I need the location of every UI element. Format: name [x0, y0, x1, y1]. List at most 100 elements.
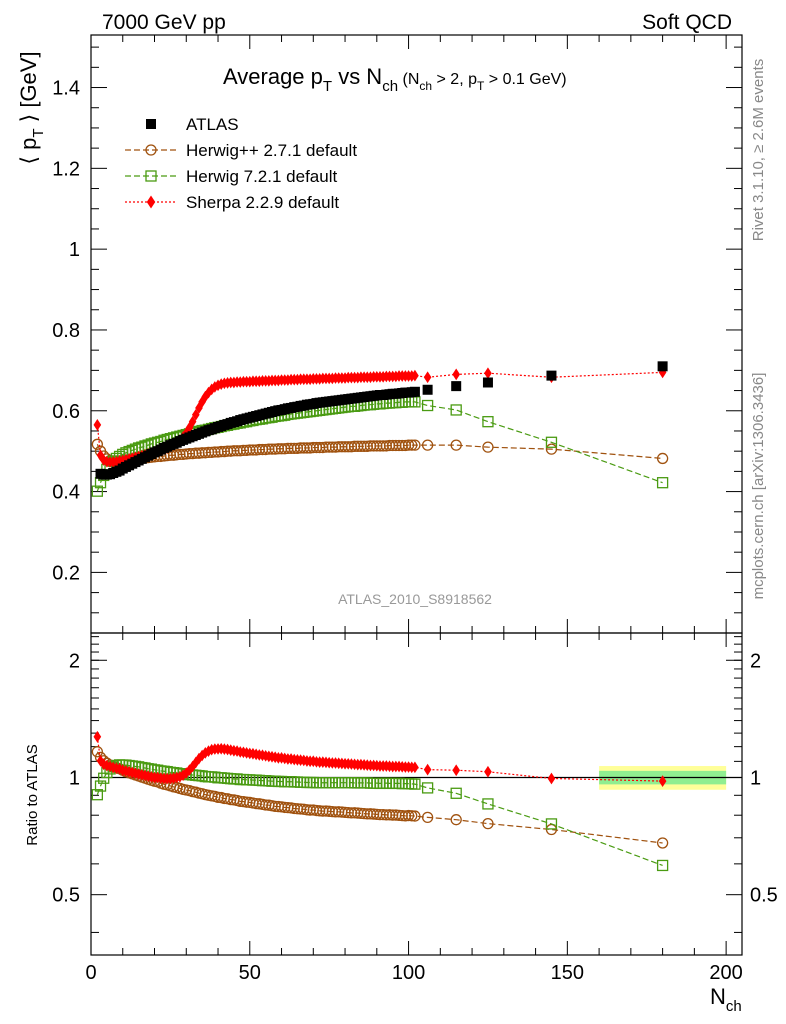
data-point	[402, 439, 415, 451]
data-point	[96, 449, 105, 462]
ratio-point	[191, 756, 200, 769]
data-point	[421, 439, 434, 451]
title-cond-sub1: ch	[419, 79, 432, 93]
data-point	[656, 477, 669, 489]
data-point	[201, 390, 210, 403]
data-point	[421, 399, 434, 412]
y-tick-label: 0.2	[52, 562, 80, 584]
y-tick-label: 1	[69, 767, 80, 789]
y-axis-label-sub: T	[30, 128, 47, 137]
data-point	[411, 369, 419, 382]
ratio-point	[421, 782, 434, 794]
data-point	[188, 415, 197, 428]
ratio-point	[658, 775, 667, 787]
y-tick-label: 1.2	[52, 158, 80, 180]
data-point	[546, 370, 557, 381]
y-tick-label-right: 2	[750, 650, 761, 672]
data-point	[482, 441, 494, 453]
title-cond-sub2: T	[477, 79, 485, 93]
y-tick-label-right: 1	[750, 767, 761, 789]
title-mid: vs N	[332, 64, 382, 89]
ratio-point	[545, 818, 558, 830]
ratio-series-3	[93, 730, 667, 787]
ratio-point	[94, 780, 107, 792]
data-point	[482, 416, 494, 428]
data-point	[91, 485, 104, 497]
legend-marker	[145, 144, 157, 156]
title-cond-close: > 0.1 GeV)	[484, 71, 566, 88]
series-0	[95, 361, 668, 480]
plot-title: Average pT vs Nch (Nch > 2, pT > 0.1 GeV…	[223, 64, 567, 95]
data-point	[191, 408, 200, 421]
data-point	[484, 367, 492, 380]
ratio-point	[411, 761, 419, 774]
ratio-point	[91, 746, 104, 758]
ratio-point	[421, 811, 434, 824]
data-point	[545, 436, 558, 448]
legend-label: Herwig 7.2.1 default	[186, 167, 337, 186]
ratio-point	[409, 810, 421, 822]
title-mid-sub: ch	[382, 78, 398, 95]
y-tick-label: 1.4	[52, 78, 80, 100]
y-axis-label-post: ⟩ [GeV]	[16, 51, 41, 128]
energy-label: 7000 GeV pp	[102, 11, 226, 34]
y-tick-label: 0.4	[52, 482, 80, 504]
y-tick-label: 0.6	[52, 401, 80, 423]
data-point	[406, 439, 418, 451]
ratio-y-axis-label: Ratio to ATLAS	[24, 744, 41, 845]
category-label: Soft QCD	[642, 11, 732, 34]
y-axis-label-pre: ⟨ p	[16, 138, 41, 165]
data-point	[409, 439, 421, 451]
y-tick-label: 0.8	[52, 320, 80, 342]
data-point	[545, 443, 558, 455]
legend-item: Sherpa 2.2.9 default	[125, 193, 339, 212]
ratio-point	[450, 787, 462, 799]
data-point	[99, 454, 108, 466]
ratio-series-group	[91, 730, 669, 872]
data-point	[422, 384, 433, 395]
mcplots-label: mcplots.cern.ch [arXiv:1306.3436]	[750, 373, 767, 600]
ratio-point	[452, 764, 461, 777]
legend-label: ATLAS	[186, 115, 239, 134]
legend-marker	[146, 119, 156, 129]
x-axis-label-main: N	[710, 984, 726, 1009]
ratio-point	[484, 765, 492, 778]
title-cond-mid: > 2, p	[432, 71, 477, 88]
data-point	[482, 377, 493, 388]
ratio-point	[656, 859, 669, 872]
ratio-point	[179, 769, 187, 782]
data-point	[423, 371, 432, 384]
y-tick-label-right: 0.5	[750, 885, 778, 907]
ratio-point	[115, 762, 124, 775]
ratio-point	[423, 763, 432, 776]
ratio-point	[547, 772, 556, 785]
ratio-point	[201, 747, 210, 759]
ratio-point	[409, 778, 421, 790]
data-point	[450, 404, 462, 416]
legend-item: ATLAS	[146, 115, 239, 134]
ratio-point	[450, 814, 462, 826]
ratio-point	[91, 789, 104, 801]
legend-marker	[146, 195, 156, 209]
title-cond-open: (N	[398, 71, 419, 88]
ratio-panel: 0 50 100 150 200 0.5 0.5 1 1 2 2	[52, 632, 778, 984]
data-point	[211, 381, 219, 393]
main-series-group	[91, 361, 669, 497]
x-tick-label: 0	[85, 962, 96, 984]
legend-item: Herwig++ 2.7.1 default	[125, 141, 357, 160]
y-tick-label: 2	[69, 650, 80, 672]
data-point	[93, 419, 102, 431]
data-point	[451, 381, 462, 392]
series-line	[96, 401, 663, 492]
series-line	[96, 371, 663, 463]
ratio-point	[406, 810, 418, 822]
ratio-point	[204, 745, 213, 757]
legend: ATLAS Herwig++ 2.7.1 default Herwig 7.2.1 …	[125, 115, 357, 212]
title-main: Average p	[223, 64, 323, 89]
x-tick-label: 100	[392, 962, 425, 984]
ratio-point	[656, 837, 669, 849]
title-main-sub: T	[323, 78, 332, 95]
y-axis-label: ⟨ pT ⟩ [GeV]	[16, 51, 47, 164]
legend-label: Sherpa 2.2.9 default	[186, 193, 339, 212]
